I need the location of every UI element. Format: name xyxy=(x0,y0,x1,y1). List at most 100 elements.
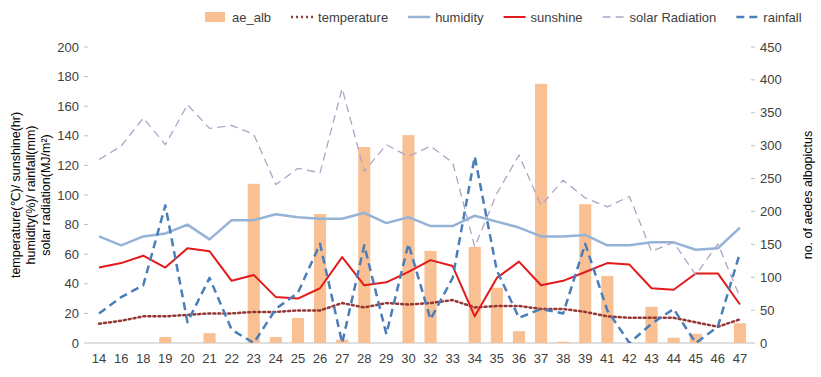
bar xyxy=(447,343,459,344)
legend-swatch xyxy=(736,16,758,19)
x-tick-label: 30 xyxy=(401,351,415,366)
y-tick xyxy=(84,313,88,314)
legend-item: solar Radiation xyxy=(603,10,717,25)
legend-label: solar Radiation xyxy=(630,10,717,25)
y-tick xyxy=(84,76,88,77)
line xyxy=(99,248,740,316)
y2-tick xyxy=(751,310,755,311)
y2-tick xyxy=(751,244,755,245)
bar xyxy=(248,184,260,343)
y2-tick xyxy=(751,112,755,113)
legend-label: temperature xyxy=(318,10,388,25)
x-tick-label: 14 xyxy=(92,351,106,366)
bar xyxy=(137,343,149,344)
y-axis-title: humidity(%)/ rainfall(mm) xyxy=(24,126,38,265)
y-tick-label: 60 xyxy=(65,247,79,262)
bar xyxy=(557,342,569,343)
x-tick-label: 47 xyxy=(733,351,747,366)
x-tick-label: 25 xyxy=(291,351,305,366)
x-tick-label: 32 xyxy=(423,351,437,366)
bar xyxy=(270,337,282,343)
y-tick-label: 120 xyxy=(57,158,79,173)
bar xyxy=(402,135,414,343)
y2-axis-title: no. of aedes albopictus xyxy=(801,131,815,260)
x-tick-label: 39 xyxy=(578,351,592,366)
x-tick-label: 36 xyxy=(512,351,526,366)
y2-tick xyxy=(751,47,755,48)
legend-item: sunshine xyxy=(504,10,583,25)
bar xyxy=(513,331,525,343)
y2-tick-label: 200 xyxy=(760,204,782,219)
y-tick xyxy=(84,106,88,107)
y2-tick xyxy=(751,79,755,80)
bar xyxy=(203,333,215,343)
plot-area xyxy=(99,84,746,343)
y2-tick-label: 450 xyxy=(760,40,782,55)
y-tick-label: 0 xyxy=(72,336,79,351)
legend-item: rainfall xyxy=(736,10,801,25)
x-tick-label: 27 xyxy=(335,351,349,366)
bar xyxy=(181,343,193,344)
legend-label: humidity xyxy=(435,10,484,25)
y2-tick-label: 100 xyxy=(760,270,782,285)
x-tick-label: 29 xyxy=(379,351,393,366)
x-tick-label: 46 xyxy=(711,351,725,366)
bar xyxy=(159,337,171,343)
legend-item: temperature xyxy=(291,10,388,25)
legend-label: sunshine xyxy=(531,10,583,25)
y2-tick xyxy=(751,211,755,212)
y2-tick-label: 150 xyxy=(760,237,782,252)
x-tick-label: 28 xyxy=(357,351,371,366)
y2-tick-label: 350 xyxy=(760,105,782,120)
y-tick xyxy=(84,165,88,166)
x-tick-label: 38 xyxy=(556,351,570,366)
y-tick-label: 20 xyxy=(65,306,79,321)
y2-tick-label: 400 xyxy=(760,72,782,87)
legend-item: ae_alb xyxy=(205,10,271,25)
legend-item: humidity xyxy=(408,10,484,25)
legend-swatch xyxy=(291,16,313,19)
x-tick-label: 42 xyxy=(622,351,636,366)
y-tick-label: 200 xyxy=(57,40,79,55)
bar xyxy=(314,214,326,343)
line xyxy=(99,88,740,297)
y-tick xyxy=(84,47,88,48)
y2-tick-label: 250 xyxy=(760,171,782,186)
bar xyxy=(645,307,657,343)
y2-tick xyxy=(751,145,755,146)
y-tick xyxy=(84,283,88,284)
y-tick xyxy=(84,224,88,225)
y-tick xyxy=(84,135,88,136)
x-tick-label: 21 xyxy=(202,351,216,366)
y-tick-label: 160 xyxy=(57,99,79,114)
x-tick-label: 19 xyxy=(158,351,172,366)
x-tick-label: 35 xyxy=(490,351,504,366)
x-tick-label: 18 xyxy=(136,351,150,366)
x-tick-label: 44 xyxy=(666,351,680,366)
y-tick-label: 140 xyxy=(57,128,79,143)
x-tick-label: 20 xyxy=(180,351,194,366)
bar xyxy=(380,343,392,344)
legend-label: ae_alb xyxy=(232,10,271,25)
x-tick-label: 22 xyxy=(224,351,238,366)
legend-swatch xyxy=(603,16,625,17)
bar xyxy=(712,343,724,344)
y-tick xyxy=(84,254,88,255)
legend-label: rainfall xyxy=(763,10,801,25)
x-tick-label: 41 xyxy=(600,351,614,366)
y-tick-label: 100 xyxy=(57,188,79,203)
y2-tick xyxy=(751,277,755,278)
bar xyxy=(491,288,503,343)
y2-tick-label: 0 xyxy=(760,336,767,351)
y-tick-label: 40 xyxy=(65,276,79,291)
x-tick-label: 26 xyxy=(313,351,327,366)
y2-tick-label: 300 xyxy=(760,138,782,153)
legend-swatch xyxy=(408,16,430,19)
bar xyxy=(115,343,127,344)
legend-swatch xyxy=(504,16,526,18)
x-tick-label: 16 xyxy=(114,351,128,366)
bar xyxy=(668,338,680,343)
y-tick-label: 180 xyxy=(57,69,79,84)
bar xyxy=(469,247,481,343)
bar xyxy=(93,343,105,344)
